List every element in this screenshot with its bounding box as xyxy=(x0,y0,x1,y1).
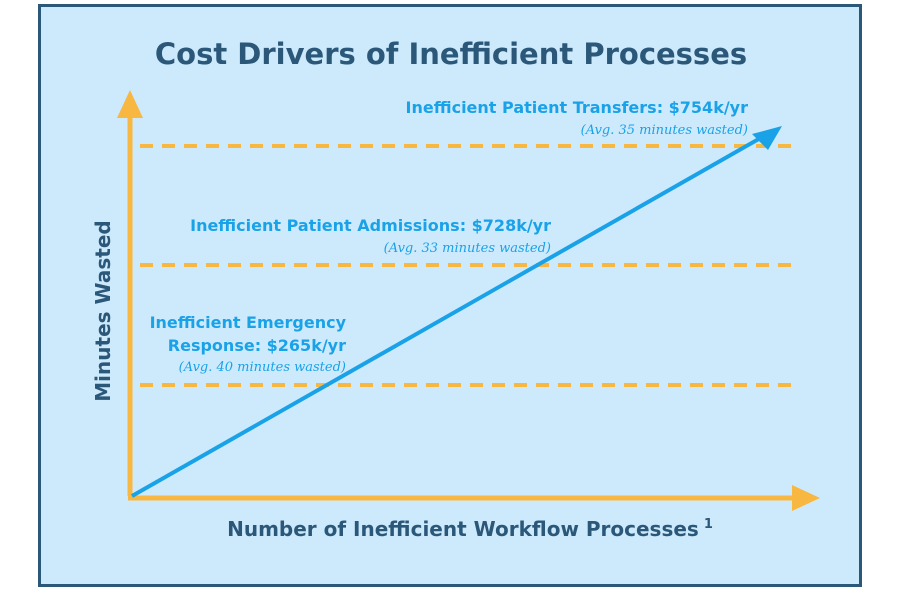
chart-title: Cost Drivers of Inefficient Processes xyxy=(155,37,747,71)
y-axis-label: Minutes Wasted xyxy=(91,220,115,401)
annotation-emergency-title-line2: Response: $265k/yr xyxy=(168,336,346,355)
trend-arrowhead xyxy=(752,126,782,150)
x-axis-arrowhead xyxy=(792,485,820,511)
chart-frame xyxy=(38,4,862,587)
annotation-transfers-detail: (Avg. 35 minutes wasted) xyxy=(581,123,748,138)
y-axis-arrowhead xyxy=(117,90,143,118)
trend-line xyxy=(131,134,765,498)
annotation-emergency-detail: (Avg. 40 minutes wasted) xyxy=(179,360,346,375)
x-axis-label-text: Number of Inefficient Workflow Processes xyxy=(227,517,699,541)
annotation-transfers-title: Inefficient Patient Transfers: $754k/yr xyxy=(406,98,749,117)
annotation-admissions-title: Inefficient Patient Admissions: $728k/yr xyxy=(190,216,551,235)
x-axis-label-superscript: 1 xyxy=(704,517,713,532)
x-axis-label: Number of Inefficient Workflow Processes… xyxy=(227,517,713,541)
annotation-emergency-title-line1: Inefficient Emergency xyxy=(150,313,347,332)
annotation-admissions-detail: (Avg. 33 minutes wasted) xyxy=(384,241,551,256)
